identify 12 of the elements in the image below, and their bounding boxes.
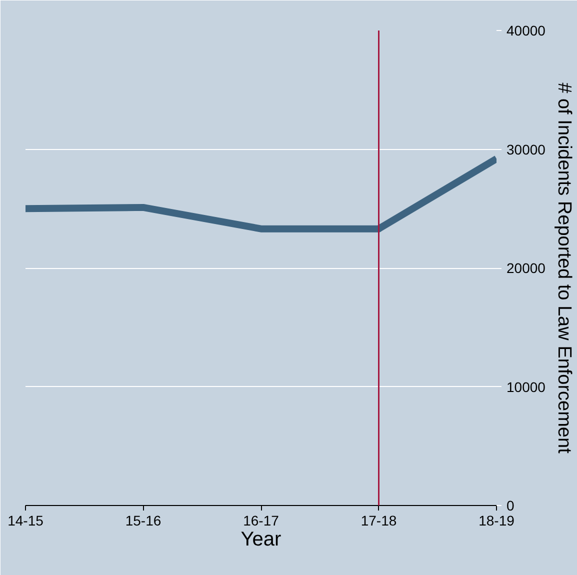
y-tick-label: 30000 [506,141,546,158]
y-axis-title: # of Incidents Reported to Law Enforcement [553,82,574,454]
x-tick-label: 14-15 [8,512,44,528]
x-axis-title: Year [240,528,282,550]
y-tick-label: 0 [506,498,514,514]
x-tick-label: 16-17 [243,512,280,528]
x-tick-label: 15-16 [125,512,162,528]
y-tick-label: 20000 [506,260,546,276]
x-tick-label: 17-18 [360,512,397,528]
y-tick-label: 10000 [506,378,546,395]
y-tick-label: 40000 [506,22,546,38]
x-tick-label: 18-19 [478,512,515,528]
